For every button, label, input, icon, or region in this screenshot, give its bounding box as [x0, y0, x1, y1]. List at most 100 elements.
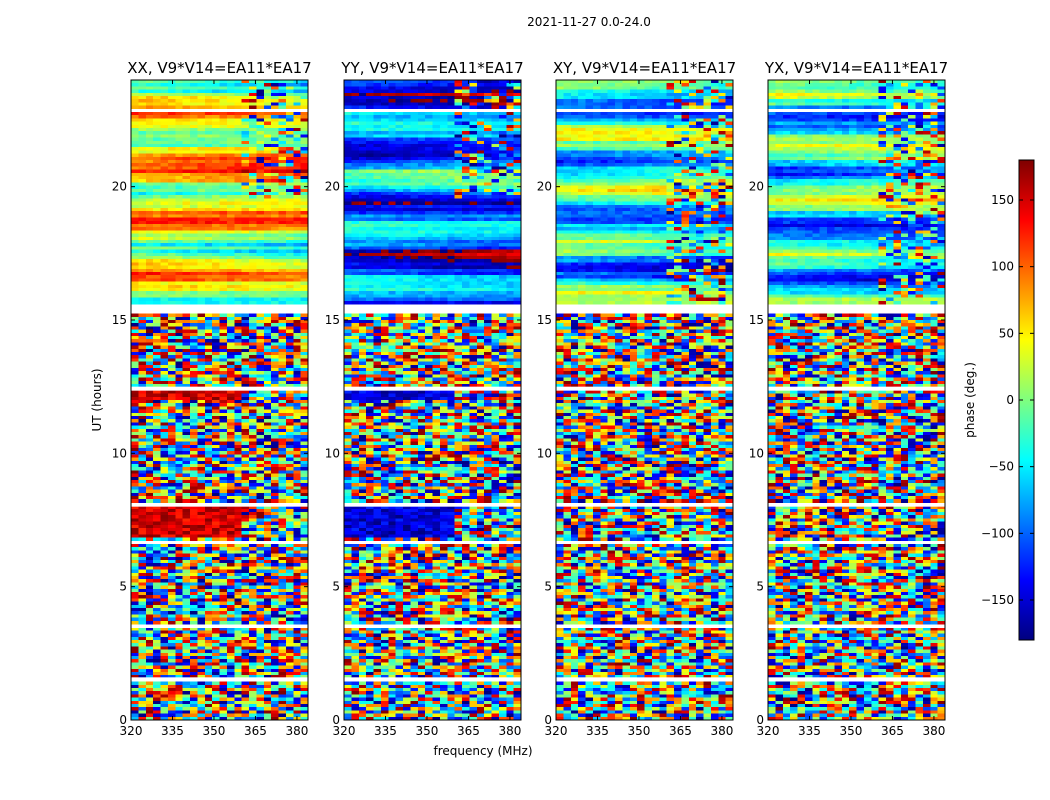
heatmap-cell [249, 531, 257, 535]
heatmap-cell [175, 128, 183, 132]
heatmap-cell [227, 330, 235, 334]
heatmap-cell [242, 554, 250, 558]
heatmap-cell [175, 566, 183, 570]
heatmap-cell [256, 115, 264, 119]
heatmap-cell [374, 90, 382, 94]
heatmap-cell [271, 189, 279, 193]
heatmap-cell [492, 106, 500, 110]
heatmap-cell [190, 426, 198, 430]
heatmap-cell [279, 128, 287, 132]
heatmap-cell [161, 659, 169, 663]
heatmap-cell [183, 122, 191, 126]
heatmap-cell [271, 394, 279, 398]
heatmap-cell [161, 99, 169, 103]
heatmap-cell [249, 214, 257, 218]
heatmap-cell [197, 147, 205, 151]
heatmap-cell [131, 96, 139, 100]
heatmap-cell [271, 371, 279, 375]
heatmap-cell [190, 365, 198, 369]
heatmap-cell [506, 115, 514, 119]
heatmap-cell [168, 499, 176, 503]
heatmap-cell [293, 685, 301, 689]
heatmap-cell [264, 80, 272, 84]
heatmap-cell [264, 227, 272, 231]
heatmap-cell [425, 86, 433, 90]
heatmap-cell [168, 618, 176, 622]
heatmap-cell [183, 230, 191, 234]
heatmap-cell [190, 560, 198, 564]
heatmap-cell [440, 96, 448, 100]
heatmap-cell [183, 509, 191, 513]
heatmap-cell [351, 86, 359, 90]
heatmap-cell [286, 714, 294, 718]
heatmap-cell [153, 173, 161, 177]
heatmap-cell [138, 141, 146, 145]
heatmap-cell [205, 682, 213, 686]
heatmap-cell [242, 221, 250, 225]
heatmap-cell [161, 454, 169, 458]
heatmap-cell [205, 170, 213, 174]
heatmap-cell [286, 499, 294, 503]
heatmap-cell [234, 416, 242, 420]
heatmap-cell [131, 698, 139, 702]
heatmap-cell [286, 86, 294, 90]
heatmap-cell [153, 512, 161, 516]
heatmap-cell [168, 154, 176, 158]
heatmap-cell [146, 643, 154, 647]
heatmap-cell [175, 138, 183, 142]
heatmap-cell [469, 115, 477, 119]
heatmap-cell [293, 579, 301, 583]
heatmap-cell [286, 653, 294, 657]
heatmap-cell [190, 246, 198, 250]
heatmap-cell [161, 80, 169, 84]
heatmap-cell [131, 509, 139, 513]
heatmap-cell [212, 144, 220, 148]
heatmap-cell [161, 246, 169, 250]
heatmap-cell [175, 570, 183, 574]
heatmap-cell [301, 118, 309, 122]
heatmap-cell [264, 429, 272, 433]
heatmap-cell [249, 243, 257, 247]
heatmap-cell [264, 211, 272, 215]
heatmap-cell [366, 96, 374, 100]
heatmap-cell [249, 560, 257, 564]
heatmap-cell [242, 112, 250, 116]
heatmap-cell [249, 710, 257, 714]
heatmap-cell [153, 246, 161, 250]
heatmap-cell [168, 672, 176, 676]
heatmap-cell [146, 432, 154, 436]
heatmap-cell [153, 83, 161, 87]
heatmap-cell [146, 621, 154, 625]
heatmap-cell [212, 598, 220, 602]
heatmap-cell [190, 314, 198, 318]
heatmap-cell [131, 227, 139, 231]
heatmap-cell [351, 106, 359, 110]
heatmap-cell [249, 659, 257, 663]
heatmap-cell [286, 272, 294, 276]
heatmap-cell [190, 403, 198, 407]
heatmap-cell [242, 336, 250, 340]
heatmap-cell [271, 637, 279, 641]
heatmap-cell [220, 570, 228, 574]
heatmap-cell [175, 438, 183, 442]
heatmap-cell [227, 448, 235, 452]
heatmap-cell [138, 672, 146, 676]
heatmap-cell [271, 198, 279, 202]
heatmap-cell [256, 163, 264, 167]
heatmap-cell [410, 112, 418, 116]
heatmap-cell [175, 326, 183, 330]
heatmap-cell [175, 218, 183, 222]
heatmap-cell [242, 272, 250, 276]
heatmap-cell [227, 691, 235, 695]
heatmap-cell [212, 93, 220, 97]
heatmap-cell [271, 173, 279, 177]
heatmap-cell [249, 477, 257, 481]
heatmap-cell [301, 426, 309, 430]
heatmap-cell [131, 634, 139, 638]
heatmap-cell [234, 589, 242, 593]
heatmap-cell [131, 147, 139, 151]
heatmap-cell [264, 643, 272, 647]
heatmap-cell [433, 115, 441, 119]
heatmap-cell [271, 349, 279, 353]
heatmap-cell [220, 346, 228, 350]
